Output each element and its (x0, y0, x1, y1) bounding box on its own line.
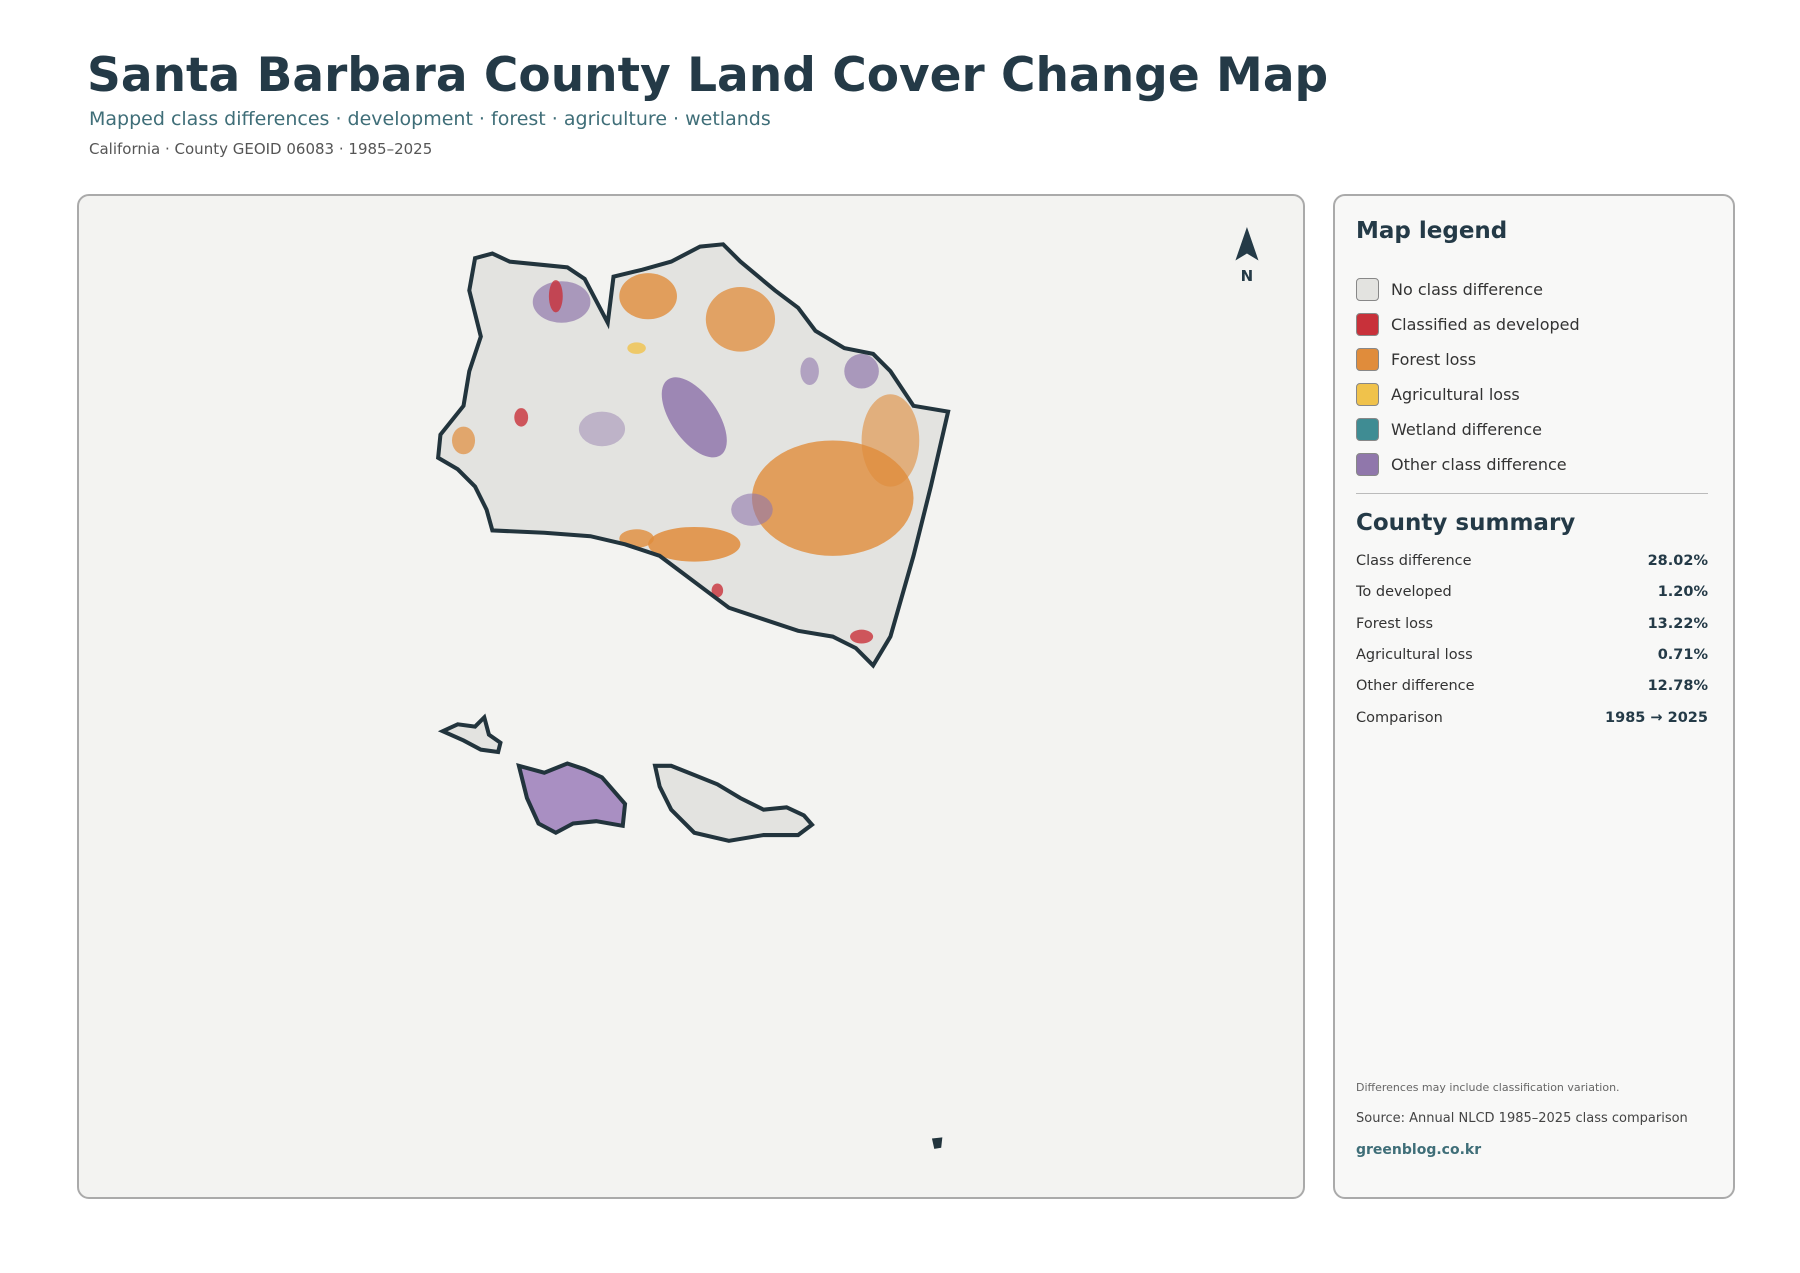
map: N (79, 226, 1259, 1149)
source: Source: Annual NLCD 1985–2025 class comp… (1356, 1111, 1688, 1126)
island-santa-cruz (652, 763, 815, 843)
legend-swatch (1356, 452, 1379, 476)
legend-swatch (1356, 382, 1379, 406)
summary-value: 0.71% (1657, 646, 1708, 663)
meta: California · County GEOID 06083 · 1985–2… (89, 140, 433, 158)
legend-item: Classified as developed (1356, 311, 1580, 337)
page-title: Santa Barbara County Land Cover Change M… (87, 48, 1329, 103)
change-patches (451, 273, 920, 644)
island-santa-rosa (516, 761, 628, 836)
legend-swatch (1356, 277, 1379, 301)
summary-value: 28.02% (1647, 553, 1708, 569)
summary-value: 1985 → 2025 (1605, 709, 1708, 726)
summary-value: 12.78% (1647, 678, 1708, 695)
summary-row: To developed 1.20% (1356, 584, 1708, 600)
summary-label: Comparison (1356, 709, 1443, 726)
legend-label: Other class difference (1391, 454, 1567, 474)
north-label: N (1241, 267, 1254, 285)
summary-label: To developed (1356, 584, 1452, 601)
legend-item: Wetland difference (1356, 416, 1542, 442)
north-arrow (1235, 226, 1259, 261)
summary-row: Other difference 12.78% (1356, 678, 1708, 694)
site: greenblog.co.kr (1356, 1142, 1482, 1158)
legend-swatch (1356, 347, 1379, 371)
legend-item: Other class difference (1356, 451, 1567, 477)
summary-label: Other difference (1356, 678, 1475, 695)
legend-label: Agricultural loss (1391, 384, 1520, 404)
island-santa-barbara (931, 1137, 943, 1149)
legend-label: Wetland difference (1391, 419, 1542, 439)
summary-value: 13.22% (1647, 615, 1708, 632)
island-san-miguel (437, 713, 503, 755)
legend-swatch (1356, 417, 1379, 441)
summary-row: Class difference 28.02% (1356, 553, 1708, 569)
legend-label: Classified as developed (1391, 314, 1580, 334)
legend-swatch (1356, 312, 1379, 336)
legend-label: Forest loss (1391, 349, 1477, 369)
summary-label: Forest loss (1356, 615, 1434, 632)
summary-label: Class difference (1356, 553, 1472, 569)
summary-row: Agricultural loss 0.71% (1356, 647, 1708, 663)
caveat: Differences may include classification v… (1356, 1081, 1620, 1094)
legend-label: No class difference (1391, 279, 1543, 299)
legend-item: No class difference (1356, 276, 1543, 302)
summary-title: County summary (1356, 510, 1576, 536)
county-mainland (438, 244, 949, 666)
summary-value: 1.20% (1657, 584, 1708, 601)
side-panel: Map legend No class difference Classified… (1333, 194, 1735, 1199)
map-panel: N (77, 194, 1305, 1199)
summary-label: Agricultural loss (1356, 646, 1473, 663)
divider (1356, 493, 1708, 494)
legend-item: Forest loss (1356, 346, 1476, 372)
subtitle: Mapped class differences · development ·… (89, 108, 771, 130)
summary-row: Comparison 1985 → 2025 (1356, 710, 1708, 726)
summary-row: Forest loss 13.22% (1356, 616, 1708, 632)
legend-title: Map legend (1356, 218, 1508, 244)
legend-item: Agricultural loss (1356, 381, 1520, 407)
